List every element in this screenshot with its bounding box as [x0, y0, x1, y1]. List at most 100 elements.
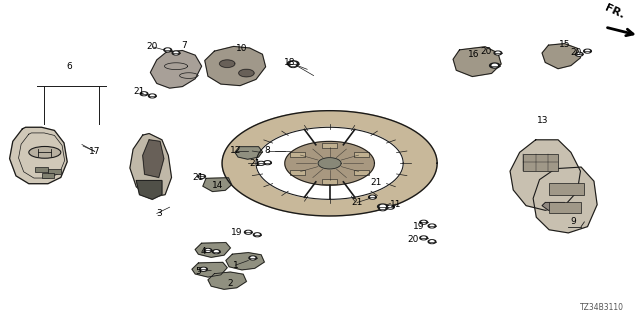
Circle shape: [586, 50, 589, 52]
Circle shape: [148, 94, 156, 98]
Text: 21: 21: [249, 159, 260, 168]
Circle shape: [420, 220, 428, 224]
Circle shape: [202, 268, 205, 270]
Circle shape: [198, 175, 205, 178]
Circle shape: [172, 51, 180, 55]
Polygon shape: [290, 170, 305, 175]
Circle shape: [291, 62, 296, 65]
Circle shape: [212, 250, 220, 253]
Circle shape: [220, 60, 235, 68]
Circle shape: [142, 93, 146, 95]
Polygon shape: [510, 140, 580, 210]
Circle shape: [249, 256, 257, 260]
Circle shape: [430, 241, 434, 243]
Text: 7: 7: [182, 41, 187, 50]
Circle shape: [140, 92, 148, 96]
Circle shape: [257, 161, 265, 165]
Text: 19: 19: [231, 228, 243, 237]
Text: 21: 21: [134, 87, 145, 96]
Circle shape: [206, 250, 210, 252]
Text: 18: 18: [284, 58, 295, 67]
Text: 11: 11: [390, 200, 401, 209]
Circle shape: [200, 267, 207, 271]
Circle shape: [259, 162, 263, 164]
Polygon shape: [290, 152, 305, 156]
Polygon shape: [208, 272, 246, 289]
Polygon shape: [130, 133, 172, 198]
Circle shape: [381, 208, 385, 210]
Circle shape: [577, 53, 581, 55]
Circle shape: [378, 204, 388, 209]
Text: 8: 8: [265, 146, 270, 155]
Text: 4: 4: [201, 247, 206, 256]
Circle shape: [379, 207, 387, 211]
Text: 20: 20: [570, 48, 582, 57]
Circle shape: [492, 64, 497, 67]
Polygon shape: [150, 51, 202, 88]
Polygon shape: [226, 252, 264, 270]
Polygon shape: [354, 170, 369, 175]
Bar: [42, 173, 54, 178]
Circle shape: [244, 230, 252, 234]
Text: 19: 19: [413, 222, 425, 231]
Text: 15: 15: [559, 40, 570, 49]
Circle shape: [575, 52, 583, 56]
Circle shape: [422, 221, 426, 223]
Circle shape: [251, 257, 255, 259]
Polygon shape: [322, 179, 337, 184]
Bar: [549, 183, 584, 195]
Polygon shape: [318, 158, 341, 169]
Polygon shape: [235, 147, 262, 159]
Text: 5: 5: [196, 267, 201, 276]
Circle shape: [200, 176, 204, 177]
Polygon shape: [285, 141, 374, 185]
Circle shape: [496, 52, 500, 54]
Polygon shape: [205, 46, 266, 86]
Text: 1: 1: [233, 261, 238, 270]
Circle shape: [256, 127, 403, 199]
Circle shape: [255, 234, 259, 236]
Text: 21: 21: [193, 173, 204, 182]
Polygon shape: [192, 262, 227, 277]
Circle shape: [388, 206, 392, 208]
Circle shape: [430, 225, 434, 227]
Circle shape: [494, 51, 502, 55]
Polygon shape: [136, 180, 162, 199]
Text: 17: 17: [89, 147, 100, 156]
Bar: [48, 169, 61, 174]
Circle shape: [150, 95, 154, 97]
Text: 12: 12: [230, 146, 241, 155]
Circle shape: [266, 162, 269, 164]
Circle shape: [264, 161, 271, 164]
Polygon shape: [322, 143, 337, 148]
Circle shape: [584, 49, 591, 53]
Bar: [523, 154, 558, 171]
Ellipse shape: [29, 147, 61, 158]
Circle shape: [289, 64, 297, 68]
Text: 21: 21: [351, 198, 363, 207]
Polygon shape: [203, 178, 232, 192]
Polygon shape: [143, 140, 164, 177]
Text: 21: 21: [371, 178, 382, 187]
Polygon shape: [453, 47, 501, 76]
Text: 13: 13: [537, 116, 548, 124]
Text: 20: 20: [147, 42, 158, 51]
Polygon shape: [533, 167, 597, 233]
Text: 16: 16: [468, 50, 479, 59]
Text: 6: 6: [67, 62, 72, 71]
Bar: [35, 167, 48, 172]
Polygon shape: [195, 243, 230, 257]
Text: 2: 2: [228, 279, 233, 288]
Circle shape: [387, 205, 394, 209]
Polygon shape: [542, 44, 580, 69]
Bar: [549, 202, 581, 212]
Circle shape: [420, 236, 428, 240]
Circle shape: [371, 196, 374, 198]
Polygon shape: [542, 203, 564, 210]
Circle shape: [246, 231, 250, 233]
Text: 9: 9: [570, 217, 575, 226]
Text: FR.: FR.: [603, 3, 626, 21]
Circle shape: [369, 195, 376, 199]
Text: 10: 10: [236, 44, 248, 52]
FancyArrowPatch shape: [607, 28, 633, 36]
